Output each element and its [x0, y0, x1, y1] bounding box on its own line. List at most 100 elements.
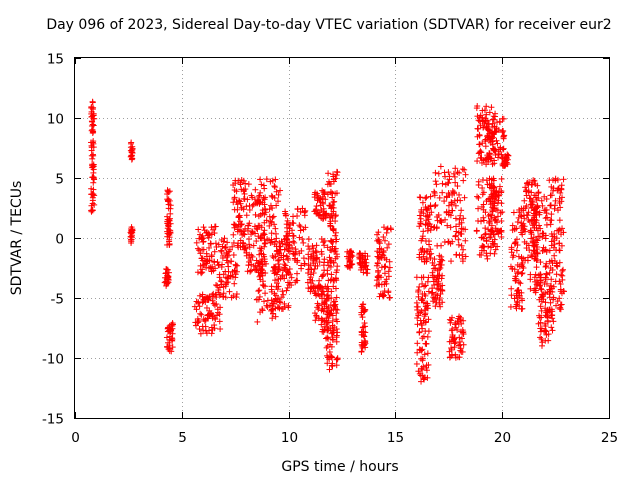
data-point — [376, 281, 383, 288]
data-point — [254, 259, 261, 266]
data-point — [418, 274, 425, 281]
data-point — [524, 254, 531, 261]
data-point — [224, 239, 231, 246]
data-point — [320, 200, 327, 207]
data-point — [333, 310, 340, 317]
data-point — [547, 299, 554, 306]
data-point — [490, 199, 497, 206]
data-point — [384, 225, 391, 232]
data-point — [457, 316, 464, 323]
data-point — [427, 227, 434, 234]
data-point — [329, 317, 336, 324]
data-point — [291, 239, 298, 246]
data-point — [328, 353, 335, 360]
data-point — [245, 222, 252, 229]
data-point — [214, 259, 221, 266]
data-point — [537, 334, 544, 341]
data-point — [263, 217, 270, 224]
data-point — [543, 260, 550, 267]
data-point — [232, 271, 239, 278]
data-point — [496, 118, 503, 125]
data-point — [166, 215, 173, 222]
data-point — [513, 247, 520, 254]
data-point — [505, 152, 512, 159]
data-point — [381, 270, 388, 277]
data-point — [542, 276, 549, 283]
data-point — [460, 177, 467, 184]
data-point — [198, 311, 205, 318]
data-point — [129, 155, 136, 162]
data-point — [558, 185, 565, 192]
data-point — [416, 251, 423, 258]
data-point — [198, 236, 205, 243]
data-point — [321, 242, 328, 249]
data-point — [245, 262, 252, 269]
data-point — [374, 260, 381, 267]
data-point — [358, 339, 365, 346]
data-point — [385, 268, 392, 275]
data-point — [212, 240, 219, 247]
data-point — [514, 219, 521, 226]
data-point — [164, 230, 171, 237]
data-point — [282, 212, 289, 219]
data-point — [238, 204, 245, 211]
data-point — [327, 222, 334, 229]
data-point — [537, 325, 544, 332]
data-point — [311, 194, 318, 201]
y-tick-label: 0 — [55, 232, 64, 248]
data-point — [421, 351, 428, 358]
data-point — [546, 177, 553, 184]
data-point — [476, 251, 483, 258]
data-point — [248, 252, 255, 259]
data-point — [324, 270, 331, 277]
data-point — [169, 321, 176, 328]
data-point — [230, 231, 237, 238]
data-point — [457, 212, 464, 219]
data-point — [196, 326, 203, 333]
data-point — [429, 289, 436, 296]
data-point — [436, 194, 443, 201]
data-point — [490, 241, 497, 248]
data-point — [544, 317, 551, 324]
data-point — [551, 252, 558, 259]
data-point — [455, 241, 462, 248]
data-point — [245, 236, 252, 243]
data-point — [447, 212, 454, 219]
data-point — [334, 263, 341, 270]
data-point — [321, 256, 328, 263]
data-point — [452, 232, 459, 239]
data-point — [259, 262, 266, 269]
data-point — [420, 375, 427, 382]
data-point — [475, 178, 482, 185]
data-point — [428, 223, 435, 230]
data-point — [280, 291, 287, 298]
data-point — [318, 321, 325, 328]
data-point — [211, 258, 218, 265]
data-point — [236, 212, 243, 219]
data-point — [270, 264, 277, 271]
data-point — [257, 309, 264, 316]
data-point — [548, 192, 555, 199]
data-point — [437, 303, 444, 310]
data-point — [279, 288, 286, 295]
x-tick-labels: 0 5 10 15 20 25 — [71, 430, 618, 446]
data-point — [305, 285, 312, 292]
data-point — [517, 280, 524, 287]
data-point — [556, 247, 563, 254]
data-point — [455, 236, 462, 243]
data-point — [492, 128, 499, 135]
data-point — [201, 227, 208, 234]
data-point — [449, 187, 456, 194]
data-point — [461, 194, 468, 201]
data-point — [271, 183, 278, 190]
data-point — [241, 246, 248, 253]
data-point — [514, 299, 521, 306]
data-point — [269, 315, 276, 322]
data-point — [300, 255, 307, 262]
y-axis-label: SDTVAR / TECUs — [9, 181, 25, 296]
data-point — [296, 222, 303, 229]
data-point — [329, 363, 336, 370]
data-point — [538, 307, 545, 314]
data-point — [261, 240, 268, 247]
data-point — [535, 189, 542, 196]
